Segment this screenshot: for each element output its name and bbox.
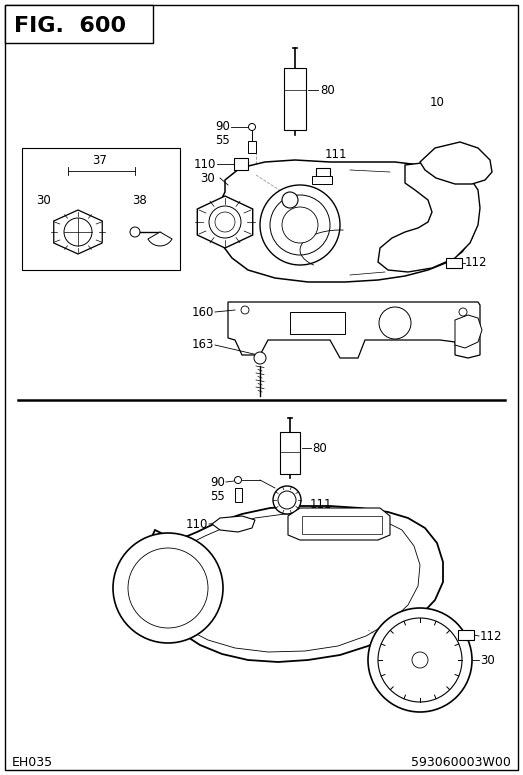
Text: 30: 30 xyxy=(37,194,51,206)
Text: EH035: EH035 xyxy=(12,756,53,769)
PathPatch shape xyxy=(215,160,478,282)
Text: 160: 160 xyxy=(191,305,214,319)
Circle shape xyxy=(282,192,298,208)
Text: 80: 80 xyxy=(312,442,327,454)
Circle shape xyxy=(379,307,411,339)
PathPatch shape xyxy=(288,508,390,540)
Circle shape xyxy=(248,123,256,130)
Text: 110: 110 xyxy=(194,157,216,170)
Circle shape xyxy=(130,227,140,237)
Circle shape xyxy=(234,477,242,484)
Bar xyxy=(290,312,345,334)
Circle shape xyxy=(254,352,266,364)
Bar xyxy=(280,432,300,474)
Text: 163: 163 xyxy=(191,339,214,352)
PathPatch shape xyxy=(378,162,480,272)
Text: 30: 30 xyxy=(480,653,495,666)
Text: 90: 90 xyxy=(210,476,225,488)
PathPatch shape xyxy=(420,142,492,184)
Text: 593060003W00: 593060003W00 xyxy=(411,756,511,769)
Text: 10: 10 xyxy=(430,95,445,109)
Circle shape xyxy=(368,608,472,712)
PathPatch shape xyxy=(54,210,103,254)
Bar xyxy=(458,630,474,640)
Text: 112: 112 xyxy=(480,629,503,642)
Bar xyxy=(284,68,306,130)
Bar xyxy=(248,141,256,153)
Circle shape xyxy=(412,652,428,668)
Bar xyxy=(235,488,242,502)
PathPatch shape xyxy=(212,516,255,532)
Text: 10: 10 xyxy=(360,514,375,526)
Circle shape xyxy=(241,306,249,314)
PathPatch shape xyxy=(197,196,253,248)
Text: 55: 55 xyxy=(210,490,225,502)
Circle shape xyxy=(270,195,330,255)
Text: 111: 111 xyxy=(310,498,333,512)
Circle shape xyxy=(209,206,241,238)
Circle shape xyxy=(459,308,467,316)
Text: 38: 38 xyxy=(133,194,147,206)
Text: FIG.  600: FIG. 600 xyxy=(14,16,126,36)
PathPatch shape xyxy=(455,315,482,348)
Text: 112: 112 xyxy=(465,256,487,268)
Bar xyxy=(312,176,332,184)
Circle shape xyxy=(378,618,462,702)
Bar xyxy=(5,5,153,43)
Circle shape xyxy=(273,486,301,514)
Circle shape xyxy=(215,212,235,232)
Circle shape xyxy=(260,185,340,265)
Bar xyxy=(234,158,248,170)
Circle shape xyxy=(128,548,208,628)
Circle shape xyxy=(278,491,296,509)
Bar xyxy=(22,148,180,270)
Bar xyxy=(302,516,382,534)
Text: 80: 80 xyxy=(320,84,335,97)
PathPatch shape xyxy=(228,302,480,358)
Text: 90: 90 xyxy=(215,120,230,133)
Circle shape xyxy=(113,533,223,643)
PathPatch shape xyxy=(145,506,443,662)
Bar xyxy=(316,168,330,178)
Text: 37: 37 xyxy=(93,153,107,167)
Text: 111: 111 xyxy=(325,149,347,161)
Polygon shape xyxy=(148,232,172,246)
Text: 110: 110 xyxy=(186,518,208,531)
Text: 30: 30 xyxy=(200,171,215,184)
Bar xyxy=(446,258,462,268)
Circle shape xyxy=(64,218,92,246)
Circle shape xyxy=(282,207,318,243)
Text: 55: 55 xyxy=(215,133,230,146)
